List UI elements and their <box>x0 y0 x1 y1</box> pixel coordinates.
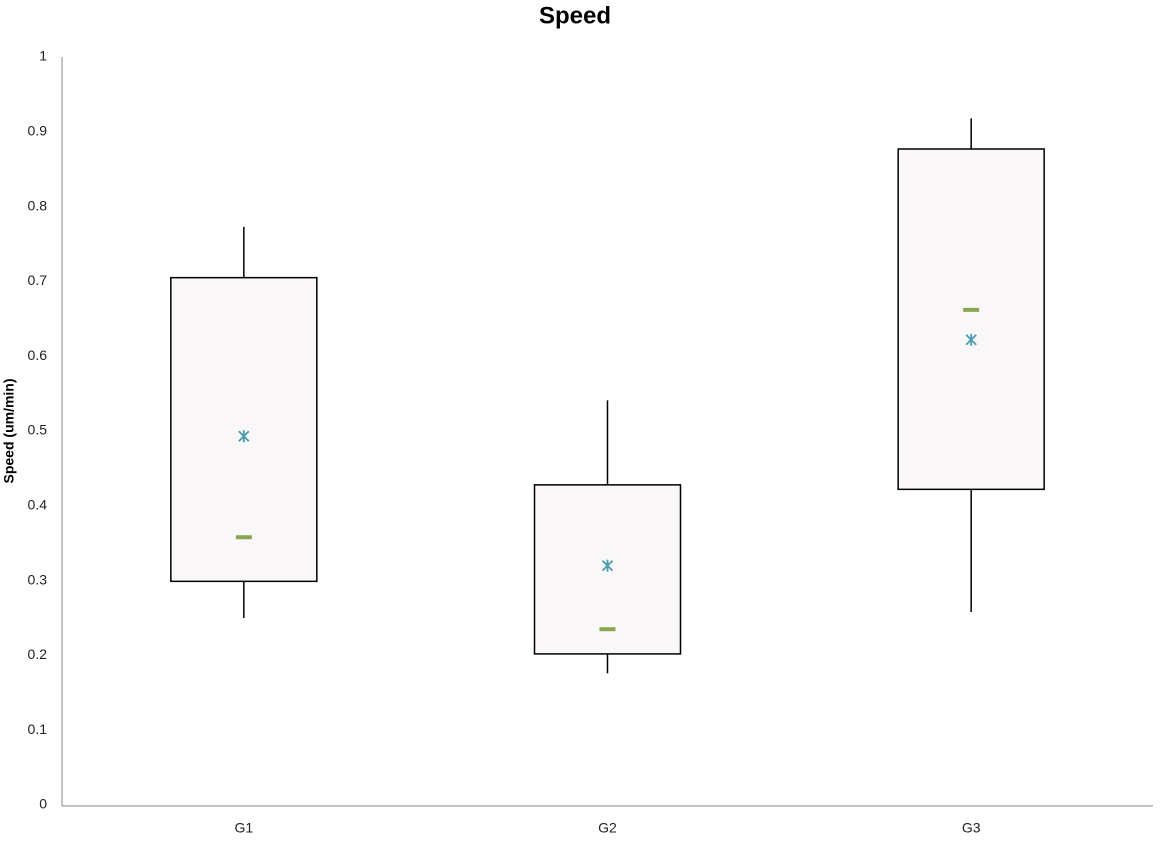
y-tick-label: 0 <box>39 796 47 812</box>
x-tick-label: G3 <box>962 820 981 836</box>
y-tick-label: 0.1 <box>28 721 48 737</box>
y-axis-label: Speed (um/min) <box>1 378 17 483</box>
y-tick-label: 0.7 <box>28 272 48 288</box>
y-tick-label: 0.6 <box>28 347 48 363</box>
box <box>170 276 318 583</box>
y-tick-label: 0.2 <box>28 646 48 662</box>
y-tick-label: 0.4 <box>28 497 48 513</box>
mean-marker <box>238 430 250 443</box>
y-tick-label: 0.9 <box>28 123 48 139</box>
y-tick-label: 1 <box>39 48 47 64</box>
y-tick-label: 0.8 <box>28 197 48 213</box>
x-tick-label: G1 <box>234 820 253 836</box>
y-tick-label: 0.5 <box>28 422 48 438</box>
x-tick-label: G2 <box>598 820 617 836</box>
box <box>897 148 1045 491</box>
chart-title: Speed <box>539 2 611 29</box>
mean-marker <box>965 333 977 346</box>
y-tick-label: 0.3 <box>28 571 48 587</box>
mean-marker <box>601 559 614 572</box>
